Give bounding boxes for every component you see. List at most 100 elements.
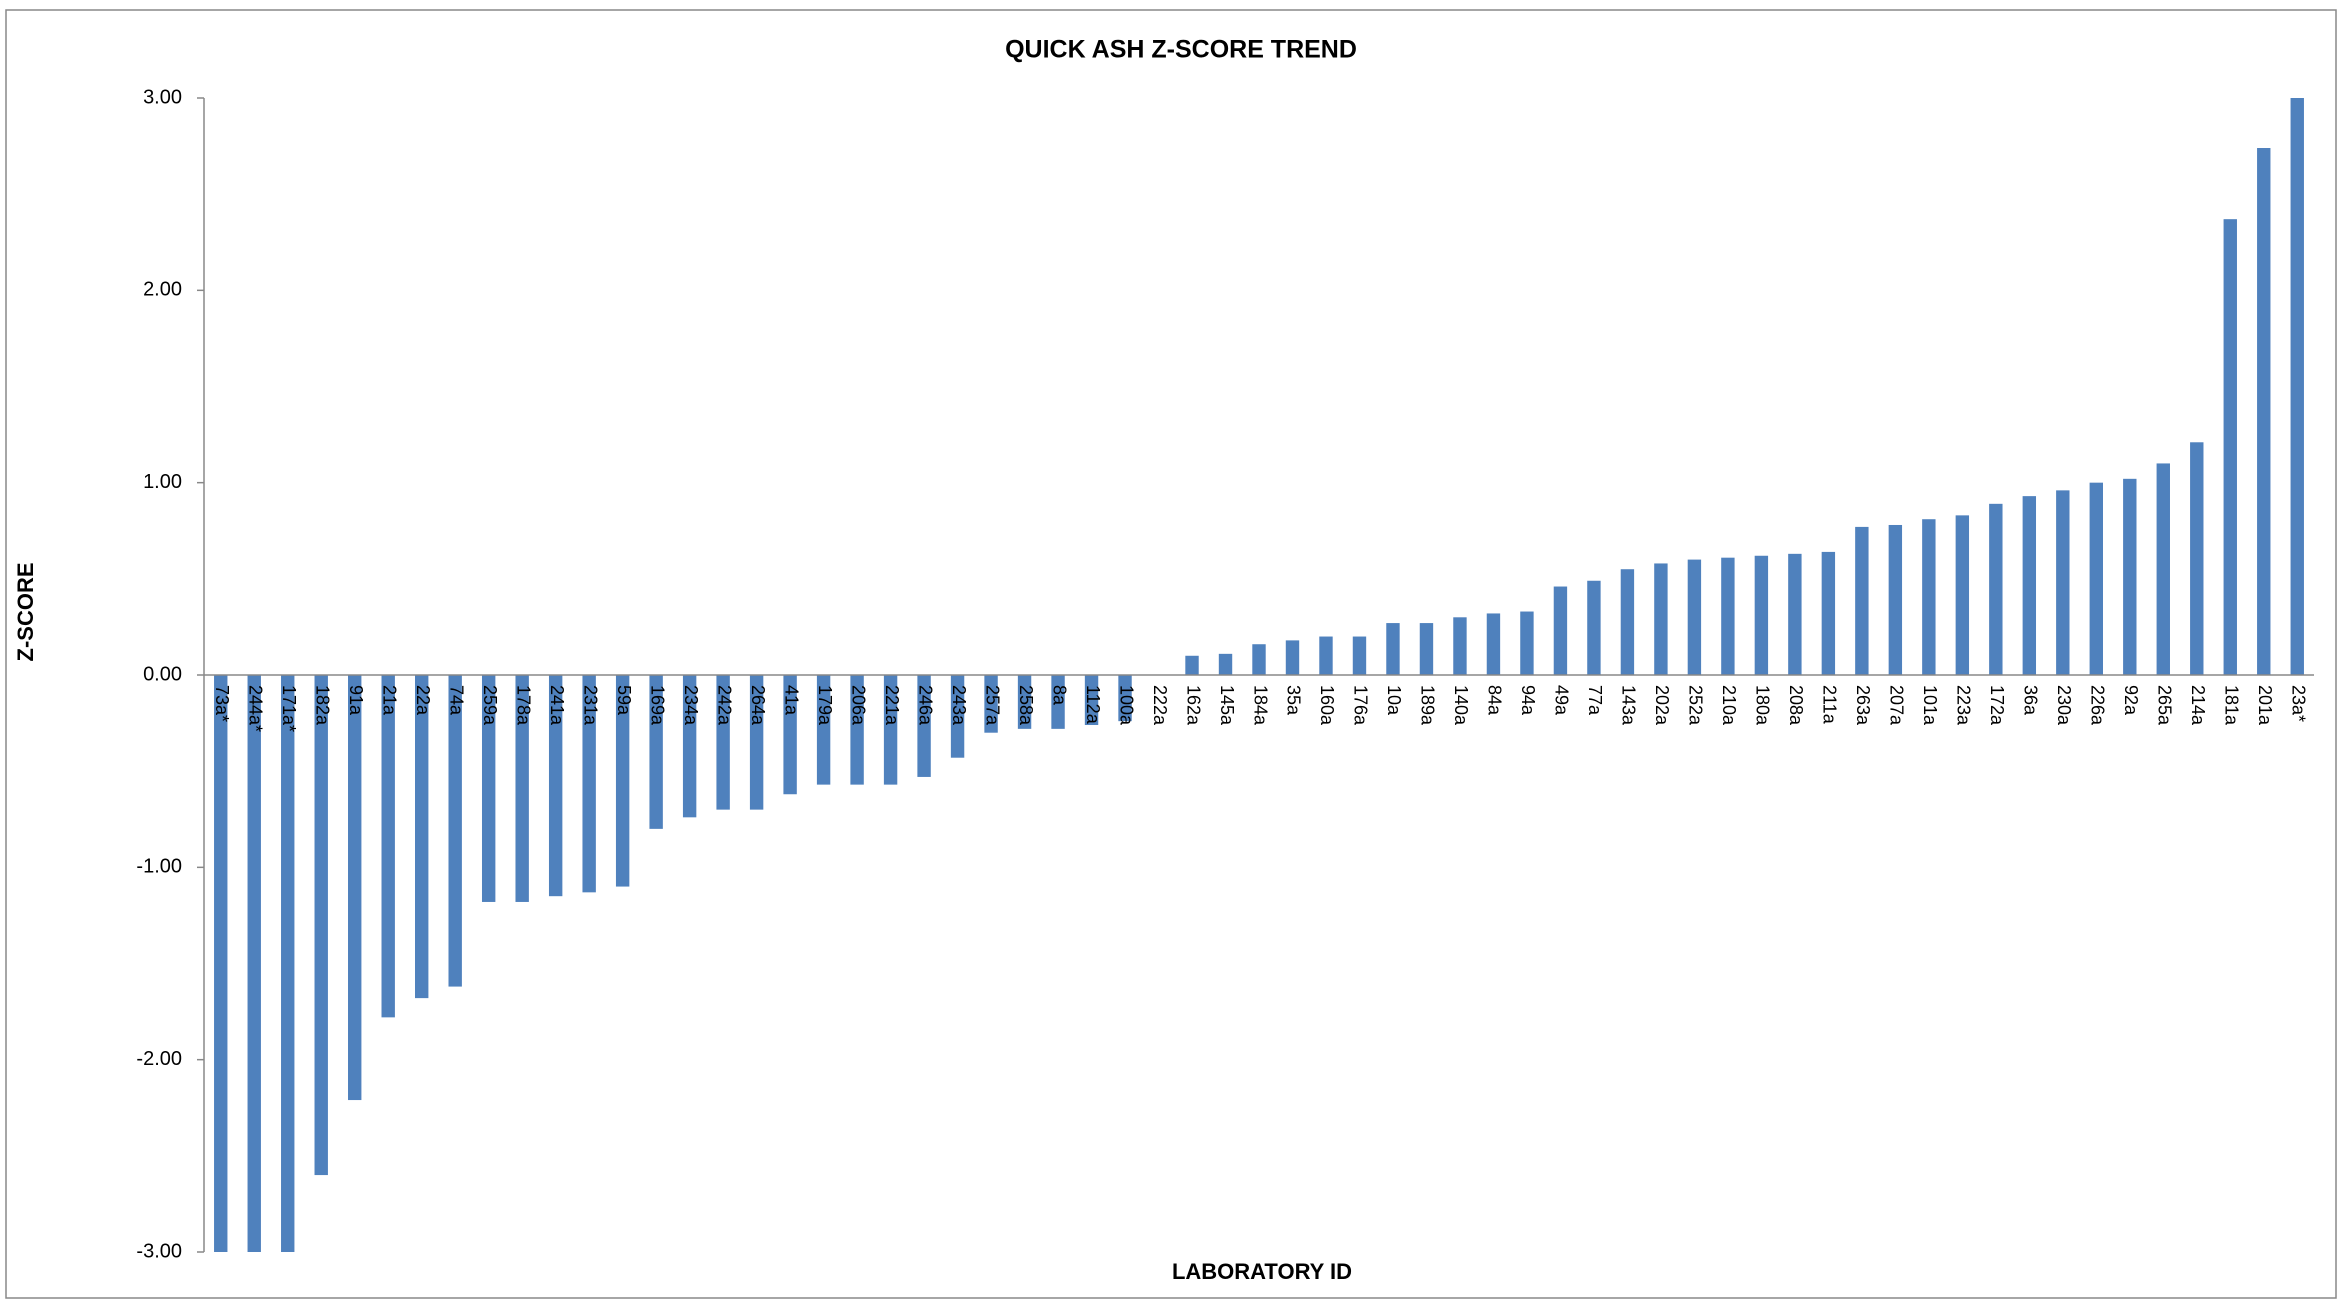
bar — [281, 675, 295, 1252]
bar — [1587, 580, 1601, 675]
y-tick-label: 3.00 — [143, 86, 182, 108]
x-tick-label: 244a* — [245, 685, 265, 732]
x-tick-label: 160a — [1317, 685, 1337, 726]
bar — [1888, 524, 1903, 675]
bar — [1486, 613, 1501, 675]
bar — [1721, 557, 1735, 675]
y-tick-label: 2.00 — [143, 279, 182, 301]
x-tick-label: 22a — [413, 685, 433, 716]
bar — [1922, 519, 1936, 675]
bar — [515, 675, 529, 902]
x-tick-label: 243a — [949, 685, 969, 726]
bar — [2156, 463, 2170, 675]
x-tick-label: 252a — [1686, 685, 1706, 726]
x-tick-label: 112a — [1083, 685, 1103, 725]
x-tick-label: 201a — [2255, 685, 2275, 726]
bar — [1084, 675, 1099, 726]
x-tick-label: 211a — [1820, 685, 1840, 725]
x-tick-label: 234a — [681, 685, 701, 726]
x-tick-label: 23a* — [2289, 685, 2309, 722]
x-tick-label: 8a — [1049, 685, 1069, 706]
bar — [1319, 636, 1333, 675]
x-tick-label: 140a — [1451, 685, 1471, 726]
bar — [2190, 442, 2204, 675]
x-tick-label: 92a — [2121, 685, 2141, 716]
x-tick-label: 231a — [580, 685, 600, 726]
x-tick-label: 59a — [614, 685, 634, 716]
chart-frame — [5, 9, 2337, 1299]
x-tick-label: 101a — [1920, 685, 1940, 726]
bar — [582, 675, 596, 893]
x-tick-label: 100a — [1116, 685, 1136, 726]
x-tick-label: 265a — [2155, 685, 2175, 726]
x-tick-label: 180a — [1753, 685, 1773, 726]
bar — [1051, 675, 1065, 729]
x-tick-label: 214a — [2188, 685, 2208, 726]
bar — [2123, 478, 2137, 675]
bar — [1654, 563, 1668, 675]
x-tick-label: 242a — [714, 685, 734, 726]
x-tick-label: 91a — [346, 685, 366, 716]
x-tick-label: 206a — [848, 685, 868, 726]
y-tick-label: -2.00 — [136, 1048, 182, 1070]
bar — [615, 675, 630, 887]
x-tick-label: 230a — [2054, 685, 2074, 726]
bar — [1620, 569, 1635, 675]
bar — [1386, 623, 1400, 675]
bar — [415, 675, 429, 999]
bar — [1520, 611, 1534, 675]
bar — [1955, 515, 1970, 675]
x-tick-label: 162a — [1183, 685, 1203, 726]
x-tick-label: 73a* — [212, 685, 232, 722]
bar — [1687, 559, 1702, 675]
x-tick-label: 145a — [1217, 685, 1237, 726]
bar — [214, 675, 228, 1252]
bar — [984, 675, 998, 733]
bar — [448, 675, 462, 987]
bar — [1118, 675, 1132, 722]
x-tick-label: 182a — [312, 685, 332, 726]
bar — [247, 675, 261, 1252]
bar — [1855, 526, 1869, 675]
bar — [2223, 219, 2237, 676]
bar — [917, 675, 931, 777]
bar — [1754, 555, 1769, 675]
x-tick-label: 74a — [446, 685, 466, 716]
x-tick-label: 49a — [1552, 685, 1572, 716]
x-tick-label: 184a — [1250, 685, 1270, 726]
bar — [381, 675, 395, 1018]
bar — [1017, 675, 1032, 729]
bar — [950, 675, 965, 758]
x-tick-label: 223a — [1954, 685, 1974, 726]
x-tick-label: 10a — [1384, 685, 1404, 716]
bar — [2056, 490, 2070, 675]
bar — [1553, 586, 1568, 675]
bar — [2257, 148, 2271, 676]
x-tick-label: 77a — [1585, 685, 1605, 716]
x-tick-label: 208a — [1786, 685, 1806, 726]
x-tick-label: 41a — [781, 685, 801, 716]
x-tick-label: 207a — [1887, 685, 1907, 726]
bar — [314, 675, 328, 1176]
x-tick-label: 210a — [1719, 685, 1739, 726]
bar — [749, 675, 764, 810]
x-tick-label: 257a — [982, 685, 1002, 726]
x-tick-label: 259a — [480, 685, 500, 726]
x-tick-label: 176a — [1351, 685, 1371, 726]
x-tick-label: 21a — [379, 685, 399, 716]
bar — [1352, 636, 1367, 675]
bar — [1989, 503, 2003, 675]
x-tick-label: 181a — [2222, 685, 2242, 726]
bar — [1285, 640, 1300, 675]
x-tick-label: 202a — [1652, 685, 1672, 726]
bar — [682, 675, 697, 818]
bar — [548, 675, 563, 897]
bar — [850, 675, 864, 785]
bar — [649, 675, 663, 829]
x-tick-label: 222a — [1150, 685, 1170, 726]
x-tick-label: 178a — [513, 685, 533, 726]
x-tick-label: 263a — [1853, 685, 1873, 726]
bar — [1419, 623, 1434, 675]
x-tick-label: 35a — [1284, 685, 1304, 716]
